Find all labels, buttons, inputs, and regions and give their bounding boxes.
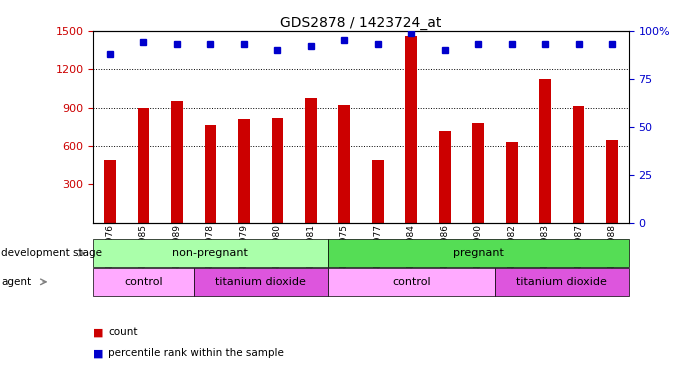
Text: percentile rank within the sample: percentile rank within the sample bbox=[108, 348, 285, 358]
Bar bbox=[205, 126, 216, 223]
Text: control: control bbox=[124, 277, 163, 287]
Bar bbox=[171, 101, 183, 223]
Bar bbox=[238, 119, 249, 223]
Bar bbox=[606, 139, 618, 223]
Text: development stage: development stage bbox=[1, 248, 102, 258]
Text: titanium dioxide: titanium dioxide bbox=[516, 277, 607, 287]
Bar bbox=[406, 36, 417, 223]
Bar bbox=[138, 108, 149, 223]
Text: pregnant: pregnant bbox=[453, 248, 504, 258]
Bar bbox=[372, 160, 384, 223]
Text: count: count bbox=[108, 327, 138, 337]
Bar bbox=[573, 106, 585, 223]
Bar bbox=[339, 105, 350, 223]
Text: non-pregnant: non-pregnant bbox=[173, 248, 248, 258]
Bar bbox=[272, 118, 283, 223]
Bar bbox=[305, 98, 316, 223]
Text: agent: agent bbox=[1, 277, 32, 287]
Text: titanium dioxide: titanium dioxide bbox=[215, 277, 306, 287]
Text: control: control bbox=[392, 277, 430, 287]
Text: ■: ■ bbox=[93, 327, 104, 337]
Bar bbox=[439, 131, 451, 223]
Title: GDS2878 / 1423724_at: GDS2878 / 1423724_at bbox=[281, 16, 442, 30]
Bar bbox=[473, 123, 484, 223]
Bar bbox=[539, 79, 551, 223]
Bar bbox=[104, 160, 116, 223]
Bar bbox=[506, 142, 518, 223]
Text: ■: ■ bbox=[93, 348, 104, 358]
